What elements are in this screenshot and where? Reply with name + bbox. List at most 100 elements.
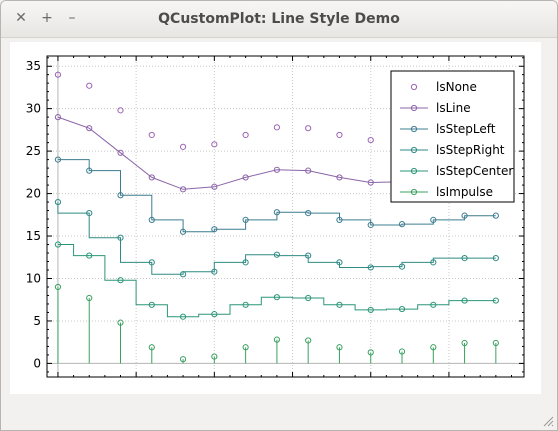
data-point [273, 336, 280, 343]
legend-item-lsNone[interactable]: lsNone [410, 80, 477, 94]
legend[interactable]: lsNone lsLine lsStepLeft lsStepRight lsStepC… [390, 70, 515, 203]
data-point [305, 337, 312, 344]
data-point [273, 209, 280, 216]
data-point [367, 221, 374, 229]
legend-item-lsStepLeft[interactable]: lsStepLeft [400, 122, 496, 136]
data-point [242, 301, 249, 308]
y-tick-label: 35 [26, 59, 41, 73]
data-point [242, 216, 249, 223]
data-point [86, 167, 93, 174]
resize-grip-icon[interactable] [542, 415, 554, 427]
y-tick-label: 30 [26, 102, 41, 116]
data-point [336, 344, 343, 351]
y-tick-label: 0 [33, 356, 41, 370]
legend-box [390, 70, 515, 203]
data-point [211, 141, 218, 148]
legend-marker-icon [410, 188, 418, 196]
data-point [54, 156, 62, 163]
data-point [430, 259, 437, 266]
y-tick-label: 5 [33, 314, 41, 328]
data-point [179, 271, 187, 278]
legend-marker-icon [410, 83, 418, 91]
legend-label: lsImpulse [436, 185, 493, 199]
data-point [117, 277, 124, 284]
title-bar[interactable]: ✕ + – QCustomPlot: Line Style Demo [1, 1, 557, 38]
data-point [54, 114, 62, 121]
series-lsStepRight [54, 198, 499, 278]
data-point [273, 124, 280, 131]
data-point [148, 131, 155, 139]
data-point [398, 263, 406, 270]
y-tick-label: 10 [26, 271, 41, 285]
maximize-icon[interactable]: + [41, 10, 53, 26]
data-point [398, 305, 406, 313]
legend-label: lsLine [436, 101, 471, 115]
data-point [86, 294, 93, 302]
data-point [273, 294, 280, 301]
legend-label: lsNone [436, 80, 477, 94]
data-point [336, 259, 343, 266]
series-line-lsStepCenter [57, 244, 496, 318]
data-point [242, 174, 249, 181]
data-point [148, 344, 155, 351]
data-point [54, 71, 62, 78]
data-point [86, 82, 93, 89]
legend-marker-icon [410, 125, 418, 133]
data-point [367, 264, 374, 271]
data-point [211, 311, 218, 318]
data-point [86, 125, 93, 132]
data-point [336, 216, 343, 223]
data-point [211, 268, 218, 275]
data-point [179, 356, 187, 363]
legend-item-lsStepCenter[interactable]: lsStepCenter [400, 164, 513, 178]
data-point [211, 183, 218, 190]
data-point [336, 301, 343, 308]
plot-widget[interactable]: 0 5 10 15 20 25 30 35 lsNone lsLine lsStepLeft lsS… [10, 42, 541, 394]
data-point [54, 198, 62, 206]
plot-frame [46, 55, 525, 378]
status-bar [1, 410, 557, 430]
window-title: QCustomPlot: Line Style Demo [158, 11, 400, 27]
axis-frame: 0 5 10 15 20 25 30 35 [26, 55, 525, 378]
data-point [117, 234, 124, 241]
legend-item-lsImpulse[interactable]: lsImpulse [400, 185, 493, 199]
data-point [398, 348, 406, 355]
data-point [148, 216, 155, 223]
data-point [430, 301, 437, 308]
data-point [367, 349, 374, 356]
data-point [430, 344, 437, 351]
data-point [492, 339, 499, 347]
data-point [305, 167, 312, 174]
data-point [461, 255, 468, 262]
legend-label: lsStepRight [436, 143, 505, 157]
data-point [305, 252, 312, 259]
legend-item-lsLine[interactable]: lsLine [400, 101, 471, 115]
data-point [242, 344, 249, 351]
minimize-icon[interactable]: – [68, 10, 76, 26]
legend-marker-icon [410, 146, 418, 154]
data-point [179, 143, 187, 150]
legend-marker-icon [410, 104, 418, 112]
data-point [86, 252, 93, 259]
data-point [54, 283, 62, 291]
legend-label: lsStepLeft [436, 122, 496, 136]
data-point [430, 216, 437, 223]
y-tick-label: 20 [26, 187, 41, 201]
data-point [336, 131, 343, 139]
data-point [117, 319, 124, 326]
data-point [179, 313, 187, 320]
data-point [242, 259, 249, 266]
y-tick-label: 25 [26, 144, 41, 158]
data-point [179, 228, 187, 235]
line-style-chart[interactable]: 0 5 10 15 20 25 30 35 lsNone lsLine lsStepLeft lsS… [10, 42, 541, 394]
legend-item-lsStepRight[interactable]: lsStepRight [400, 143, 505, 157]
data-point [461, 339, 468, 347]
data-point [54, 241, 62, 248]
series-line-lsStepLeft [57, 159, 496, 233]
data-point [211, 353, 218, 360]
data-point [273, 166, 280, 173]
data-point [398, 221, 406, 228]
data-point [461, 297, 468, 304]
close-icon[interactable]: ✕ [15, 10, 27, 26]
